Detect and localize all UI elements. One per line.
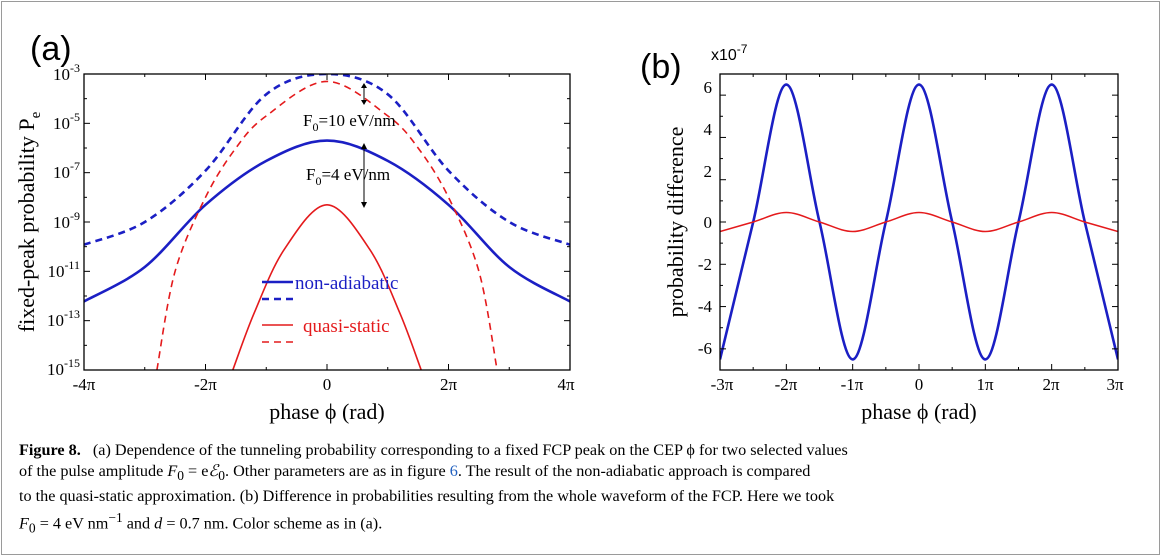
panel-a-label: (a) — [30, 30, 72, 68]
panel-b-ytick-label: 2 — [704, 162, 713, 181]
panel-b-xtick-label: 1π — [976, 375, 994, 394]
panel-a-series-4 — [232, 203, 422, 370]
caption-text-2b: . Other parameters are as in figure — [224, 462, 450, 480]
panel-a-xtick-labels: -4π -2π 0 2π 4π — [73, 375, 575, 394]
panel-b-ylabel: probability difference — [663, 127, 688, 318]
panel-a-ytick-label: 10-13 — [47, 307, 80, 330]
panel-a-ytick-label: 10-11 — [47, 258, 80, 281]
annotation-arrow-10 — [361, 83, 367, 105]
panel-a-ytick-label: 10-5 — [53, 110, 80, 133]
panel-a-series-2 — [84, 139, 570, 303]
panel-b-curves — [720, 83, 1118, 361]
panel-a-ytick-label: 10-9 — [53, 209, 80, 232]
figure-chart-area: (a) 10-3 10-5 10-7 10-9 10-11 10-13 10-1… — [14, 30, 1124, 424]
caption-symbol-eq: = e — [184, 462, 209, 480]
panel-a-series-1 — [84, 74, 570, 246]
panel-a-xlabel: phase ϕ (rad) — [269, 399, 384, 424]
legend-label-quasi-static: quasi-static — [303, 316, 390, 337]
panel-b-ytick-label: 4 — [704, 120, 713, 139]
caption-text-2a: of the pulse amplitude — [19, 462, 168, 480]
panel-a-xtick-label: -2π — [194, 375, 217, 394]
panel-b-xtick-labels: -3π -2π -1π 0 1π 2π 3π — [711, 375, 1124, 394]
caption-symbol-sup: −1 — [108, 510, 123, 526]
panel-b-xtick-label: 2π — [1042, 375, 1060, 394]
panel-a-series-3 — [156, 80, 498, 370]
panel-b-ytick-labels: 6 4 2 0 -2 -4 -6 — [698, 78, 713, 358]
caption-symbol-sub: 0 — [218, 468, 225, 484]
panel-b-label: (b) — [640, 48, 682, 86]
panel-b-ytick-label: 6 — [704, 78, 713, 97]
caption-symbol-sub: 0 — [177, 468, 184, 484]
panel-b-scale-label: x10-7 — [711, 42, 748, 64]
caption-symbol-cal-e: ℰ — [208, 462, 219, 480]
panel-b-ytick-label: 0 — [704, 213, 713, 232]
caption-symbol-f: F — [167, 462, 178, 480]
panel-a-xtick-label: -4π — [73, 375, 96, 394]
panel-a-ytick-label: 10-3 — [53, 61, 80, 84]
panel-b-xtick-label: -3π — [711, 375, 734, 394]
panel-a-ytick-labels: 10-3 10-5 10-7 10-9 10-11 10-13 10-15 — [47, 61, 80, 379]
panel-b-frame — [719, 73, 1119, 371]
caption-text-4a: = 4 eV nm — [35, 514, 109, 533]
panel-b-ticks — [719, 74, 1119, 370]
panel-a-xtick-label: 4π — [557, 375, 575, 394]
panel-a-legend: non-adiabatic quasi-static — [262, 273, 398, 343]
caption-text-2c: . The result of the non-adiabatic approa… — [457, 462, 811, 480]
panel-a-frame — [83, 73, 571, 371]
panel-b-xtick-label: -1π — [841, 375, 864, 394]
panel-b-xlabel: phase ϕ (rad) — [861, 399, 976, 424]
panel-b-xtick-label: 3π — [1106, 375, 1124, 394]
panel-b-xtick-label: -2π — [775, 375, 798, 394]
panel-a-xtick-label: 0 — [323, 375, 332, 394]
caption-symbol-f: F — [19, 514, 29, 533]
annotation-f0-10: F0=10 eV/nm — [303, 111, 396, 134]
annotation-arrow-4 — [361, 143, 367, 208]
panel-b-ytick-label: -6 — [698, 339, 712, 358]
panel-a-ytick-label: 10-7 — [53, 159, 80, 182]
caption-text-4b: and — [122, 514, 155, 533]
panel-a-ytick-label: 10-15 — [47, 356, 80, 379]
panel-a-xtick-label: 2π — [440, 375, 458, 394]
caption-line-4: F0 = 4 eV nm−1 and d = 0.7 nm. Color sch… — [19, 507, 1139, 539]
panel-b-ytick-label: -2 — [698, 255, 712, 274]
figure-caption: Figure 8. (a) Dependence of the tunnelin… — [19, 440, 1139, 539]
panel-a-curves — [84, 74, 570, 370]
caption-line-3: to the quasi-static approximation. (b) D… — [19, 487, 835, 506]
panel-b-xtick-label: 0 — [915, 375, 924, 394]
panel-b-series-1 — [720, 83, 1118, 361]
caption-symbol-sub: 0 — [28, 520, 36, 536]
panel-b-ytick-label: -4 — [698, 297, 713, 316]
caption-text-1: (a) Dependence of the tunneling probabil… — [92, 441, 848, 459]
caption-figure-link[interactable]: 6 — [449, 462, 458, 480]
caption-line-1: Figure 8. (a) Dependence of the tunnelin… — [19, 440, 1139, 461]
panel-b-series-2 — [720, 211, 1118, 233]
legend-label-non-adiabatic: non-adiabatic — [295, 273, 398, 294]
annotation-f0-4: F0=4 eV/nm — [306, 165, 390, 188]
caption-figure-label: Figure 8. — [19, 441, 81, 459]
panel-a-ylabel: fixed-peak probability Pe — [14, 111, 44, 332]
caption-line-2: of the pulse amplitude F0 = eℰ0. Other p… — [19, 461, 1139, 486]
caption-symbol-d: d — [154, 514, 163, 533]
caption-text-4c: = 0.7 nm. Color scheme as in (a). — [162, 514, 383, 533]
